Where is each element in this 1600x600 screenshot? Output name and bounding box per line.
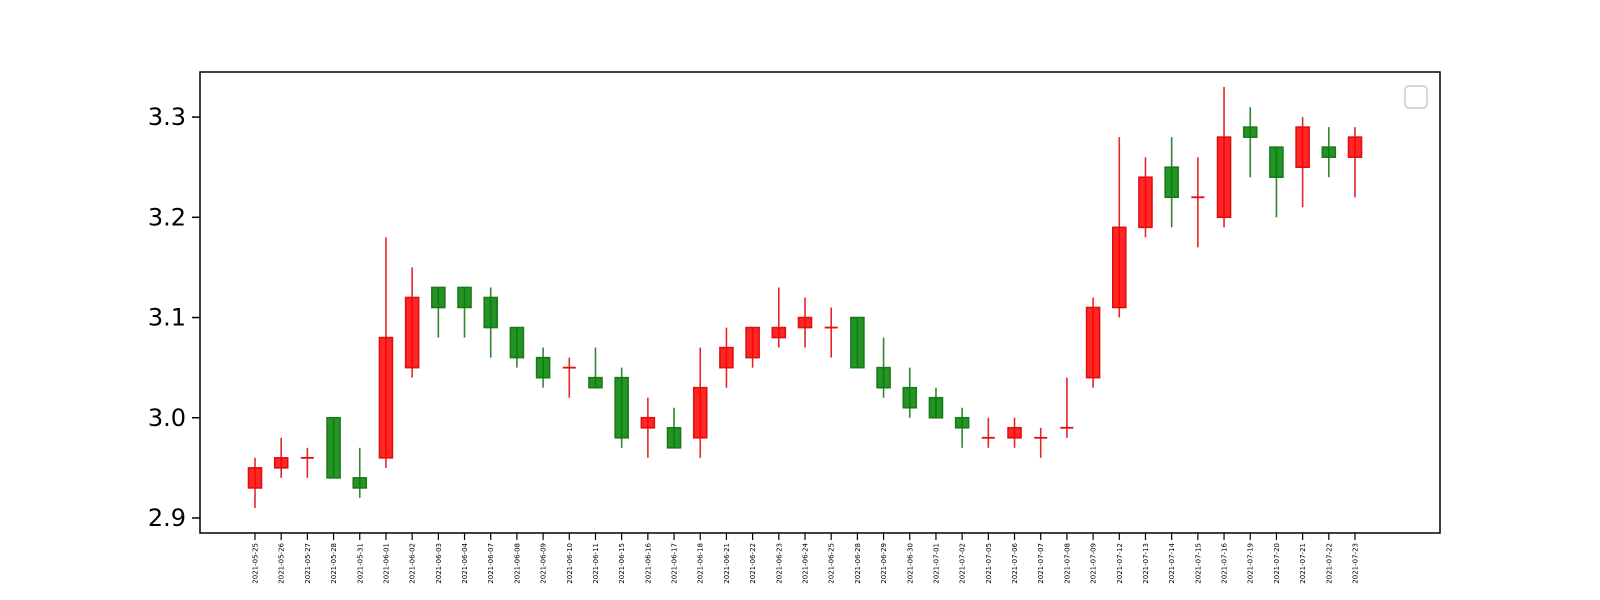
x-tick-label: 2021-05-26 [278,542,286,583]
x-tick-label: 2021-06-04 [461,542,469,583]
candle-body [588,376,603,389]
legend-box [1404,85,1428,109]
candle-body [1216,136,1232,219]
x-tick-label: 2021-07-23 [1352,543,1360,584]
x-tick-label: 2021-06-24 [802,542,810,583]
x-tick-label: 2021-06-17 [671,543,679,584]
x-tick-label: 2021-07-19 [1247,543,1255,584]
x-tick-label: 2021-06-29 [880,543,888,584]
candle-body [850,316,865,369]
x-tick-label: 2021-07-08 [1063,543,1071,584]
candle-body [745,326,760,359]
y-tick-label: 3.0 [148,404,186,432]
candle-body [509,326,525,359]
candle-body [352,477,368,489]
candle-body [666,426,682,449]
x-tick-label: 2021-06-09 [540,543,548,584]
y-tick-label: 3.1 [148,304,186,332]
y-tick-label: 2.9 [148,504,186,532]
x-tick-label: 2021-07-16 [1221,542,1229,583]
y-tick-label: 3.2 [148,203,186,231]
candle-body [483,296,499,329]
y-tick-label: 3.3 [148,103,186,131]
candle-body [640,416,656,429]
x-tick-label: 2021-07-05 [985,543,993,584]
candle-body [876,366,891,389]
x-tick-label: 2021-07-07 [1037,543,1045,584]
candle-body [928,396,944,419]
candle-body [771,326,787,339]
x-tick-label: 2021-07-02 [959,543,967,584]
candle-body [457,286,472,309]
x-tick-label: 2021-06-10 [566,543,574,584]
candle-body [273,457,289,469]
candle-body [692,386,708,439]
candle-body [1138,176,1153,229]
candle-body [404,296,420,369]
candle-body [1295,126,1310,169]
x-tick-label: 2021-07-09 [1090,543,1098,584]
candle-body [719,346,734,369]
x-tick-label: 2021-06-16 [644,542,652,583]
candle-body [326,416,341,479]
x-tick-label: 2021-06-25 [828,543,836,584]
x-tick-label: 2021-06-11 [592,543,600,584]
x-tick-label: 2021-07-15 [1194,543,1202,584]
x-tick-label: 2021-06-02 [409,543,417,584]
x-tick-label: 2021-07-06 [1011,542,1019,583]
x-tick-label: 2021-06-30 [906,543,914,584]
x-tick-label: 2021-06-21 [723,543,731,584]
candle-body [1085,306,1101,379]
candle-body [1347,136,1363,158]
candle-body [378,336,394,459]
x-tick-label: 2021-07-13 [1142,543,1150,584]
x-tick-label: 2021-06-18 [697,543,705,584]
candle-body [431,286,446,309]
candle-body [614,376,629,439]
x-tick-label: 2021-07-14 [1168,542,1176,583]
x-tick-label: 2021-06-15 [618,543,626,584]
candle-body [1164,166,1179,199]
x-tick-label: 2021-05-27 [304,543,312,584]
x-tick-label: 2021-06-23 [775,543,783,584]
candle-body [1269,146,1284,179]
candle-body [1321,146,1337,158]
x-tick-label: 2021-06-22 [749,543,757,584]
candle-body [954,416,970,429]
x-tick-label: 2021-05-31 [356,543,364,584]
candle-body [1111,226,1127,309]
x-tick-label: 2021-06-07 [487,543,495,584]
x-tick-label: 2021-07-22 [1325,543,1333,584]
x-tick-label: 2021-07-21 [1299,543,1307,584]
x-tick-label: 2021-07-20 [1273,543,1281,584]
candles-group [247,87,1363,508]
x-axis: 2021-05-25 2021-05-26 2021-05-27 2021-05-28… [252,533,1360,584]
candle-body [797,316,813,329]
candle-body [1242,126,1258,138]
candle-body [247,467,263,489]
x-tick-label: 2021-05-28 [330,543,338,584]
y-axis: 2.9 3.0 3.1 3.2 3.3 [148,103,200,532]
x-tick-label: 2021-06-28 [854,543,862,584]
candle-body [902,386,918,409]
x-tick-label: 2021-06-01 [382,543,390,584]
x-tick-label: 2021-07-01 [932,543,940,584]
x-tick-label: 2021-06-08 [513,543,521,584]
x-tick-label: 2021-07-12 [1116,543,1124,584]
x-tick-label: 2021-06-03 [435,543,443,584]
plot-frame [199,71,1441,534]
candle-body [535,356,551,379]
candle-body [1007,426,1022,439]
x-tick-label: 2021-05-25 [252,543,260,584]
